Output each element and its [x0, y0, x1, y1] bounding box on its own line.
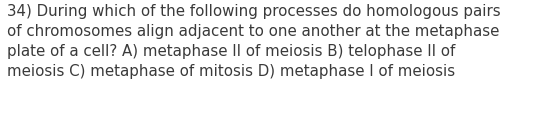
- Text: 34) During which of the following processes do homologous pairs
of chromosomes a: 34) During which of the following proces…: [7, 4, 501, 79]
